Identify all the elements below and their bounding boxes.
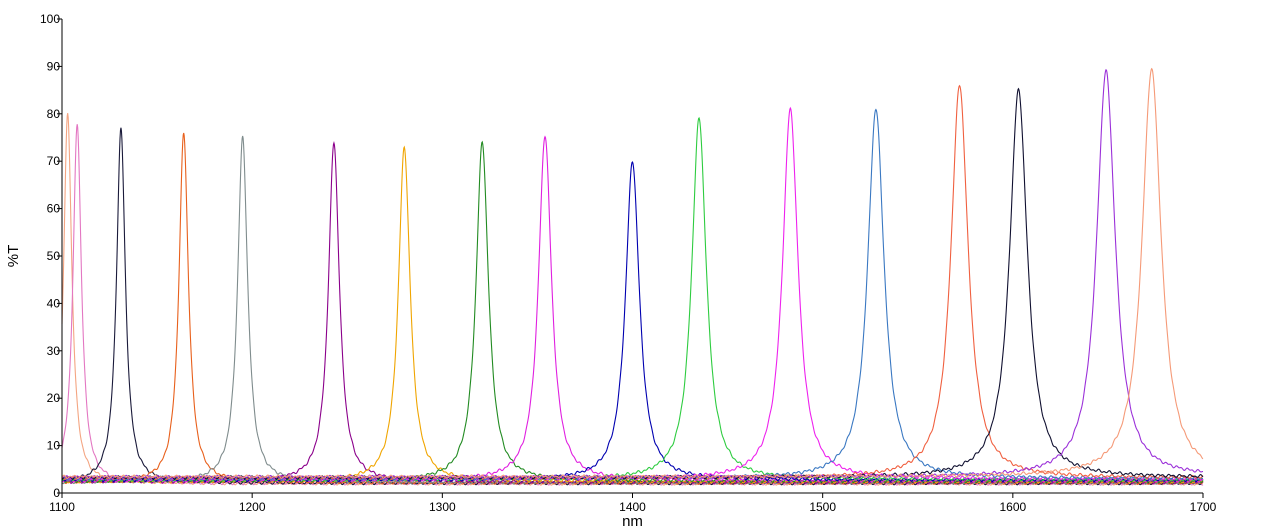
- series-line: [61, 141, 1204, 485]
- y-tick-label: 80: [47, 107, 61, 121]
- series-line: [61, 161, 1204, 483]
- x-tick-label: 1700: [1190, 500, 1217, 514]
- y-tick-label: 10: [47, 439, 61, 453]
- x-tick-label: 1600: [999, 500, 1026, 514]
- series-line: [61, 84, 1204, 481]
- axes: [61, 19, 1203, 494]
- series-line: [61, 135, 1204, 485]
- x-tick-label: 1300: [429, 500, 456, 514]
- x-ticks: 1100 1200 1300 1400 1500 1600 1700: [49, 493, 1217, 514]
- series-line: [61, 108, 1204, 481]
- y-ticks: 0 10 20 30 40 50 60 70 80 90 100: [40, 12, 62, 500]
- y-tick-label: 30: [47, 344, 61, 358]
- series-line: [61, 135, 1204, 483]
- series-line: [61, 116, 1204, 482]
- y-tick-label: 20: [47, 391, 61, 405]
- x-tick-label: 1100: [49, 500, 75, 514]
- series-line: [61, 127, 1204, 486]
- y-tick-label: 40: [47, 296, 61, 310]
- series-line: [61, 124, 1204, 486]
- x-tick-label: 1400: [619, 500, 646, 514]
- series-line: [61, 113, 1204, 486]
- y-tick-label: 0: [53, 486, 60, 500]
- series-line: [61, 140, 1204, 484]
- y-tick-label: 90: [47, 59, 61, 73]
- series-line: [61, 68, 1204, 480]
- series-line: [61, 67, 1204, 479]
- x-tick-label: 1200: [239, 500, 266, 514]
- series-line: [61, 145, 1204, 484]
- series-line: [61, 87, 1204, 480]
- y-tick-label: 100: [40, 12, 60, 26]
- y-tick-label: 60: [47, 202, 61, 216]
- y-tick-label: 70: [47, 154, 61, 168]
- x-tick-label: 1500: [809, 500, 836, 514]
- y-axis-title: %T: [5, 245, 22, 268]
- series-lines: [61, 67, 1204, 486]
- y-tick-label: 50: [47, 249, 61, 263]
- x-axis-title: nm: [622, 513, 643, 528]
- series-line: [61, 132, 1204, 485]
